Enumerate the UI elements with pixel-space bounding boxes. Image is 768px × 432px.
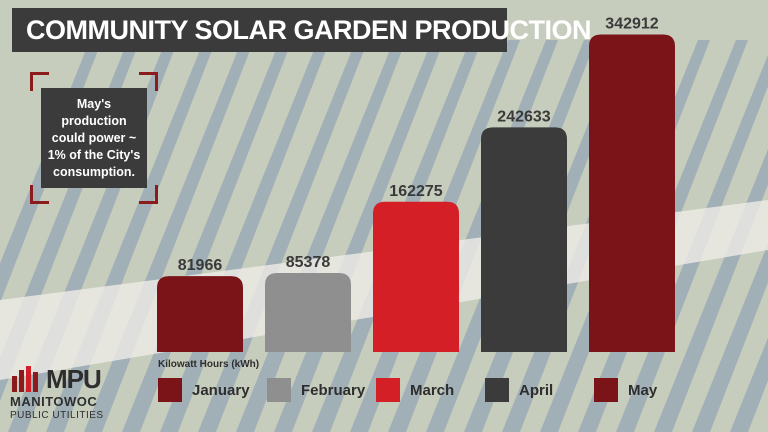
logo-line2: PUBLIC UTILITIES (10, 410, 104, 421)
legend-label: March (410, 381, 455, 399)
bar-january (157, 276, 243, 352)
value-label-march: 162275 (389, 183, 442, 200)
bar-april (481, 127, 567, 352)
legend-label: January (192, 381, 250, 399)
legend-label: May (628, 381, 658, 399)
legend-item-march: March (376, 378, 454, 402)
bar-february (265, 272, 351, 352)
legend-swatch (158, 378, 182, 402)
legend-item-may: May (594, 378, 657, 402)
title-banner: COMMUNITY SOLAR GARDEN PRODUCTION (12, 8, 592, 52)
legend-label: February (301, 381, 366, 399)
legend-item-february: February (267, 378, 365, 402)
logo-line1: MANITOWOC (10, 394, 98, 409)
legend-swatch (376, 378, 400, 402)
mpu-logo: MPU MANITOWOC PUBLIC UTILITIES (8, 364, 108, 426)
unit-label: Kilowatt Hours (kWh) (158, 359, 260, 370)
callout-text: May's production could power ~ 1% of the… (41, 88, 147, 188)
value-label-april: 242633 (497, 108, 550, 125)
callout-frame: May's production could power ~ 1% of the… (30, 72, 158, 204)
value-label-february: 85378 (286, 254, 331, 271)
logo-mpu-text: MPU (46, 364, 102, 394)
bar-march (373, 201, 459, 352)
value-label-january: 81966 (178, 257, 223, 274)
legend-swatch (594, 378, 618, 402)
legend-label: April (519, 381, 554, 399)
bar-may (589, 34, 675, 352)
logo-bars-icon (12, 366, 38, 392)
legend: January February March April May (158, 378, 718, 402)
chart-title: COMMUNITY SOLAR GARDEN PRODUCTION (26, 14, 592, 45)
legend-item-january: January (158, 378, 250, 402)
value-label-may: 342912 (605, 16, 658, 33)
legend-swatch (485, 378, 509, 402)
legend-swatch (267, 378, 291, 402)
legend-item-april: April (485, 378, 553, 402)
